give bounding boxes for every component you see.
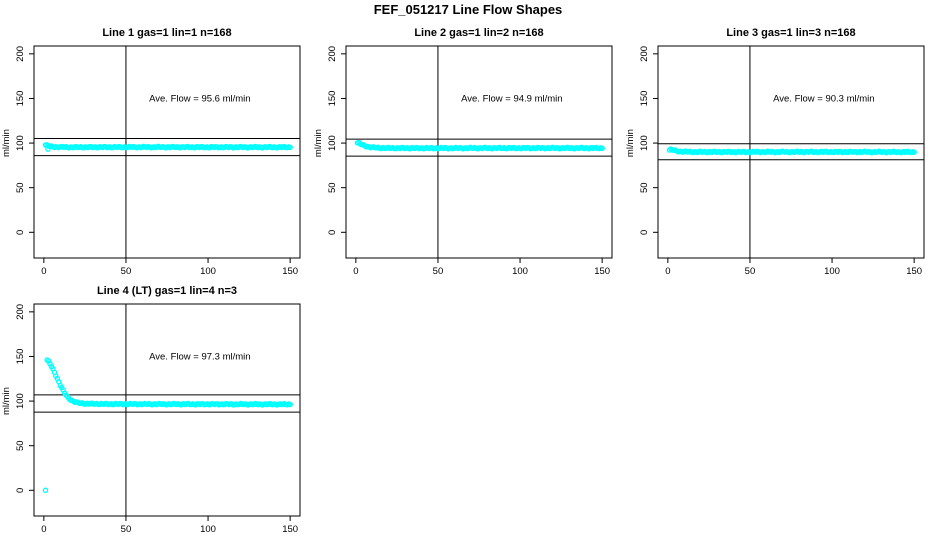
plot-box (33, 45, 301, 259)
x-tick-label: 100 (200, 266, 216, 277)
x-tick-label: 50 (745, 266, 756, 277)
x-tick-label: 150 (906, 266, 922, 277)
y-tick-label: 100 (15, 393, 26, 409)
x-tick-label: 0 (353, 266, 358, 277)
y-axis-label: ml/min (625, 129, 636, 157)
y-tick-label: 200 (15, 304, 26, 320)
ave-flow-annotation: Ave. Flow = 94.9 ml/min (461, 93, 562, 104)
data-point (911, 149, 917, 155)
panel-title: Line 1 gas=1 lin=1 n=168 (102, 27, 231, 39)
data-points (42, 142, 293, 152)
outlier-point (45, 146, 51, 152)
panel-title: Line 3 gas=1 lin=3 n=168 (726, 27, 855, 39)
y-tick-label: 50 (327, 182, 338, 193)
ave-flow-annotation: Ave. Flow = 90.3 ml/min (773, 93, 874, 104)
data-point (287, 144, 293, 151)
y-tick-label: 150 (15, 349, 26, 365)
y-tick-label: 50 (15, 182, 26, 193)
panel-title: Line 4 (LT) gas=1 lin=4 n=3 (97, 285, 237, 297)
y-tick-label: 100 (15, 135, 26, 151)
figure-title: FEF_051217 Line Flow Shapes (374, 2, 563, 17)
x-tick-label: 100 (200, 524, 216, 535)
x-tick-label: 150 (594, 266, 610, 277)
x-tick-label: 0 (41, 524, 46, 535)
y-axis-label: ml/min (1, 387, 12, 415)
x-tick-label: 50 (121, 524, 132, 535)
panel-title: Line 2 gas=1 lin=2 n=168 (414, 27, 543, 39)
x-tick-label: 100 (512, 266, 528, 277)
x-tick-label: 100 (824, 266, 840, 277)
plot-box (657, 45, 925, 259)
y-tick-label: 0 (15, 488, 26, 493)
y-tick-label: 200 (639, 46, 650, 62)
data-points (666, 146, 917, 156)
y-axis-label: ml/min (313, 129, 324, 157)
y-tick-label: 0 (639, 230, 650, 235)
y-tick-label: 0 (327, 230, 338, 235)
y-tick-label: 200 (15, 46, 26, 62)
x-tick-label: 50 (433, 266, 444, 277)
ave-flow-annotation: Ave. Flow = 97.3 ml/min (149, 351, 250, 362)
plot-box (345, 45, 613, 259)
x-tick-label: 150 (282, 524, 298, 535)
data-point (287, 401, 293, 408)
x-tick-label: 150 (282, 266, 298, 277)
subplot-3: Line 3 gas=1 lin=3 n=168 0 50 100 150 0 50 100 1… (625, 27, 925, 277)
y-tick-label: 100 (639, 135, 650, 151)
y-tick-label: 50 (639, 182, 650, 193)
x-tick-label: 50 (121, 266, 132, 277)
y-tick-label: 150 (327, 91, 338, 107)
y-tick-label: 100 (327, 135, 338, 151)
x-tick-label: 0 (41, 266, 46, 277)
subplot-4: Line 4 (LT) gas=1 lin=4 n=3 0 50 100 150 0 50 1… (1, 285, 301, 535)
plot-box (33, 303, 301, 517)
outlier-point (42, 487, 49, 494)
data-points (42, 357, 293, 494)
subplot-1: Line 1 gas=1 lin=1 n=168 0 50 100 150 0 50 100 1… (1, 27, 301, 277)
subplot-2: Line 2 gas=1 lin=2 n=168 0 50 100 150 0 50 100 1… (313, 27, 613, 277)
y-axis-label: ml/min (1, 129, 12, 157)
ave-flow-annotation: Ave. Flow = 95.6 ml/min (149, 93, 250, 104)
y-tick-label: 0 (15, 230, 26, 235)
x-tick-label: 0 (665, 266, 670, 277)
y-tick-label: 200 (327, 46, 338, 62)
y-tick-label: 50 (15, 440, 26, 451)
data-points (354, 139, 605, 152)
data-point (599, 145, 605, 152)
y-tick-label: 150 (639, 91, 650, 107)
y-tick-label: 150 (15, 91, 26, 107)
